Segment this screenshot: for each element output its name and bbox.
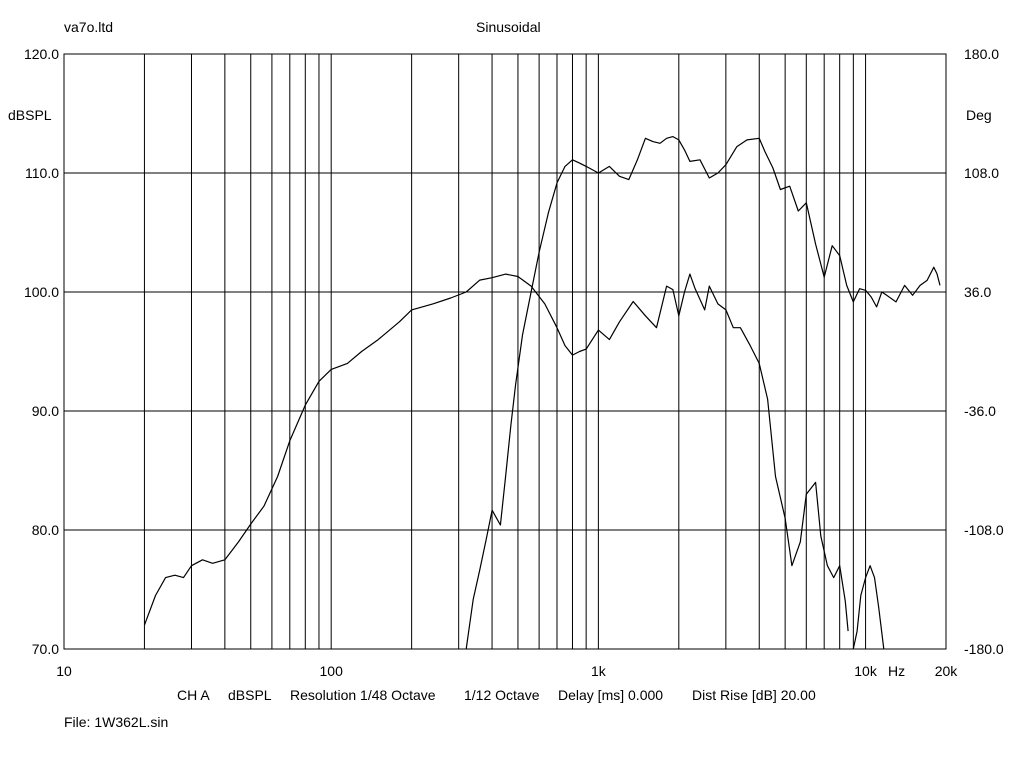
curves xyxy=(143,136,941,650)
footer-channel: CH A xyxy=(177,687,210,703)
y-tick-labels: 120.0 110.0 100.0 90.0 80.0 70.0 xyxy=(24,46,59,657)
footer-units: dBSPL xyxy=(228,687,272,703)
footer-smoothing: 1/12 Octave xyxy=(464,687,540,703)
x-tick-label: 10k xyxy=(854,663,878,679)
x-tick-label: 10 xyxy=(56,663,72,679)
y-tick-label: 100.0 xyxy=(24,284,59,300)
y-tick-label: 70.0 xyxy=(32,641,59,657)
footer-file: File: 1W362L.sin xyxy=(64,714,169,730)
phase-curve xyxy=(465,136,941,650)
y2-tick-label: 36.0 xyxy=(964,284,991,300)
header-left-title: va7o.ltd xyxy=(64,19,114,35)
y2-axis-label: Deg xyxy=(966,107,992,123)
y2-tick-label: -108.0 xyxy=(964,522,1004,538)
y-tick-label: 90.0 xyxy=(32,403,59,419)
plot-frame xyxy=(63,53,947,650)
horizontal-grid xyxy=(64,172,946,531)
spl-curve-0 xyxy=(143,273,849,632)
y2-tick-label: -180.0 xyxy=(964,641,1004,657)
x-tick-label: 100 xyxy=(320,663,344,679)
footer-delay: Delay [ms] 0.000 xyxy=(558,687,664,703)
x-tick-label: 20k xyxy=(935,663,959,679)
y-tick-label: 120.0 xyxy=(24,46,59,62)
footer-resolution: Resolution 1/48 Octave xyxy=(290,687,436,703)
y-tick-label: 80.0 xyxy=(32,522,59,538)
y-axis-label: dBSPL xyxy=(8,107,52,123)
vertical-grid xyxy=(143,54,867,649)
y2-tick-labels: 180.0 108.0 36.0 -36.0 -108.0 -180.0 xyxy=(964,46,1004,657)
footer-dist-rise: Dist Rise [dB] 20.00 xyxy=(692,687,816,703)
x-tick-labels: 10 100 1k 10k 20k xyxy=(56,663,958,679)
y2-tick-label: 108.0 xyxy=(964,165,999,181)
header-center-title: Sinusoidal xyxy=(476,19,541,35)
y-tick-label: 110.0 xyxy=(25,165,59,181)
y2-tick-label: 180.0 xyxy=(964,46,999,62)
spl-curve-1 xyxy=(852,565,885,650)
x-tick-label: 1k xyxy=(591,663,607,679)
x-unit-label: Hz xyxy=(888,663,905,679)
y2-tick-label: -36.0 xyxy=(964,403,996,419)
